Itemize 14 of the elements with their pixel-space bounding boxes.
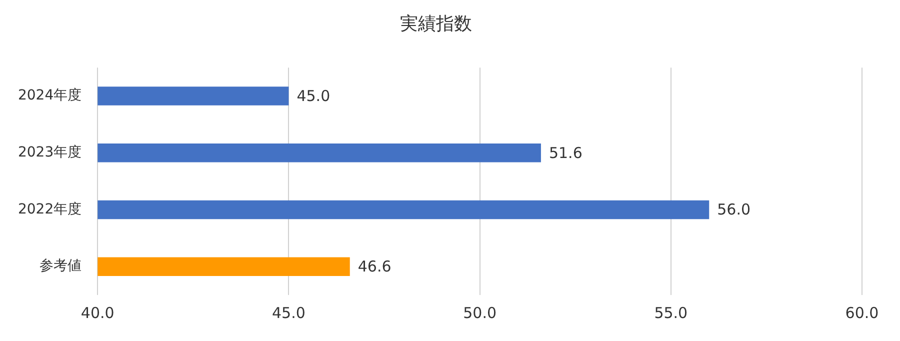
y-tick-label: 参考値 — [40, 258, 82, 274]
x-tick-label: 40.0 — [80, 304, 114, 322]
x-tick-label: 45.0 — [272, 304, 306, 322]
data-label: 46.6 — [358, 257, 392, 276]
y-tick-label: 2023年度 — [18, 144, 82, 161]
x-tick-label: 60.0 — [845, 304, 879, 322]
chart-title: 実績指数 — [400, 13, 472, 34]
data-label: 51.6 — [548, 144, 582, 162]
x-tick-label: 55.0 — [654, 304, 688, 322]
data-label: 45.0 — [296, 86, 330, 105]
y-tick-label: 2024年度 — [18, 88, 82, 104]
x-tick-label: 50.0 — [463, 304, 497, 322]
y-tick-label: 2022年度 — [18, 201, 82, 218]
data-label: 56.0 — [717, 200, 751, 219]
